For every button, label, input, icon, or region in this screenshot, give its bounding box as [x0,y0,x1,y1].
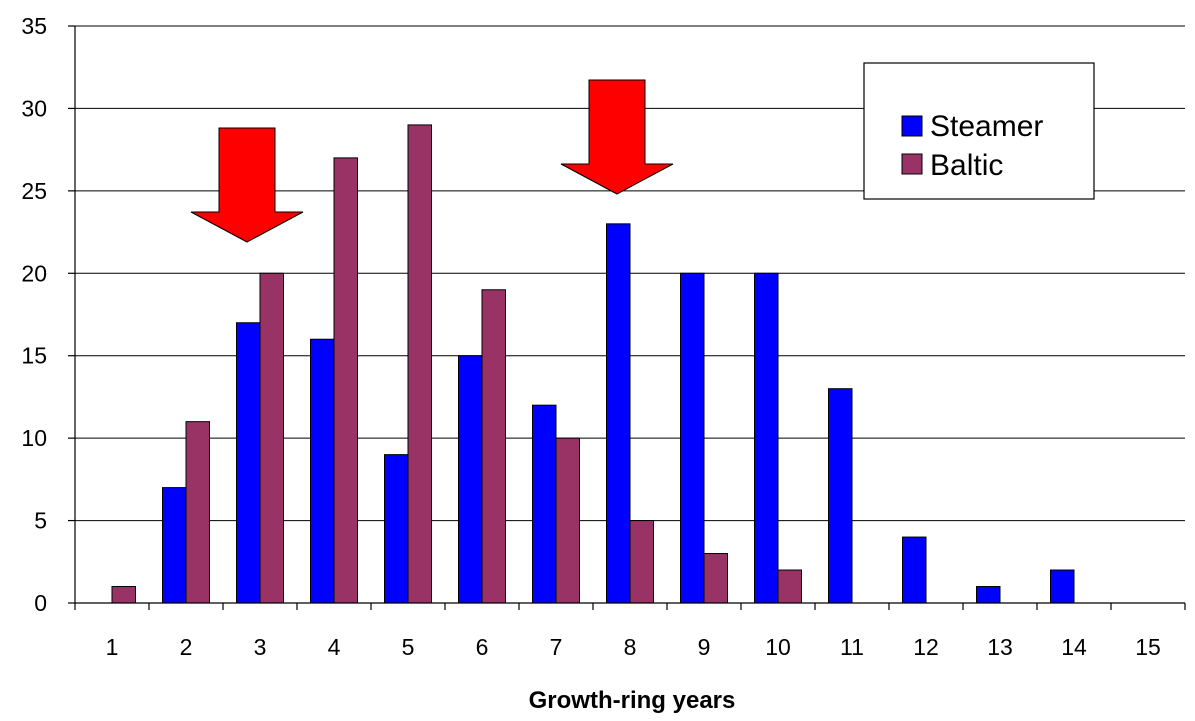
x-tick-label: 14 [1061,634,1087,660]
bar-steamer-11 [828,388,853,604]
axes [68,25,1186,610]
y-tick-label: 25 [21,178,47,204]
bar-steamer-9 [680,272,705,604]
x-tick-label: 4 [328,634,341,660]
x-tick-label: 9 [698,634,711,660]
bar-baltic-6 [481,289,506,604]
bar-steamer-14 [1050,569,1075,604]
y-tick-label: 20 [21,260,47,286]
y-tick-label: 5 [34,508,47,534]
bar-steamer-7 [532,404,557,604]
legend: Steamer Baltic [863,62,1095,200]
x-tick-labels: 1 2 3 4 5 6 7 8 9 10 11 12 13 14 15 [106,634,1161,660]
x-tick-label: 15 [1135,634,1161,660]
bar-baltic-9 [703,553,728,604]
bar-baltic-5 [407,124,432,604]
y-tick-labels: 0 5 10 15 20 25 30 35 [21,13,47,616]
arrow-down-icon [560,79,674,195]
bar-steamer-12 [902,536,927,604]
bar-steamer-13 [976,586,1001,604]
bar-steamer-4 [310,338,335,604]
bar-steamer-6 [458,355,483,604]
bar-steamer-8 [606,223,631,604]
y-tick-label: 35 [21,13,47,39]
y-tick-label: 15 [21,343,47,369]
legend-swatch-steamer [901,115,923,137]
bars [111,124,1075,604]
y-tick-label: 30 [21,95,47,121]
bar-baltic-3 [259,272,284,604]
bar-steamer-10 [754,272,779,604]
x-tick-label: 12 [913,634,939,660]
x-tick-label: 1 [106,634,119,660]
y-tick-label: 10 [21,425,47,451]
bar-steamer-2 [162,487,187,604]
bar-steamer-3 [236,322,261,604]
x-tick-label: 3 [254,634,267,660]
bar-baltic-2 [185,421,210,604]
legend-swatch-baltic [901,153,923,175]
x-tick-label: 2 [180,634,193,660]
legend-label-baltic: Baltic [930,149,1003,182]
x-tick-label: 13 [987,634,1013,660]
annotations [190,79,674,243]
legend-label-steamer: Steamer [930,110,1043,143]
bar-baltic-10 [777,569,802,604]
x-tick-label: 10 [765,634,791,660]
x-tick-label: 7 [550,634,563,660]
bar-baltic-1 [111,586,136,604]
bar-baltic-7 [555,437,580,604]
x-tick-label: 5 [402,634,415,660]
arrow-down-icon [190,127,304,243]
x-axis-label: Growth-ring years [529,687,736,714]
bar-baltic-8 [629,520,654,604]
bar-steamer-5 [384,454,409,604]
bar-baltic-4 [333,157,358,604]
y-tick-label: 0 [34,590,47,616]
x-tick-label: 6 [476,634,489,660]
x-tick-label: 8 [624,634,637,660]
x-tick-label: 11 [840,634,864,660]
